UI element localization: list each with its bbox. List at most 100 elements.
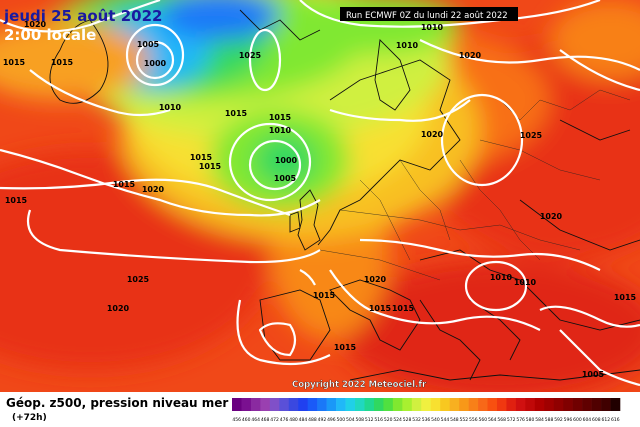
legend-swatch <box>355 398 365 411</box>
legend-label: 580 <box>526 417 535 423</box>
legend-swatch <box>572 398 583 411</box>
legend-label: 504 <box>346 417 355 423</box>
isobar-label: 1010 <box>159 103 182 112</box>
legend-swatch <box>610 398 621 411</box>
legend-swatch <box>421 398 432 411</box>
isobar-label: 1005 <box>582 370 605 379</box>
legend-label: 480 <box>289 417 298 423</box>
legend-swatch <box>317 398 327 411</box>
legend-swatch <box>411 398 422 411</box>
legend-swatch <box>345 398 356 411</box>
isobar-label: 1015 <box>269 113 292 122</box>
isobar-label: 1015 <box>334 343 357 352</box>
legend-label: 564 <box>488 417 497 423</box>
legend-label: 616 <box>611 417 620 423</box>
legend-label: 484 <box>299 417 308 423</box>
legend-swatch <box>250 398 261 411</box>
isobar-label: 1005 <box>274 174 297 183</box>
legend-label: 600 <box>573 417 582 423</box>
legend-swatch <box>373 398 384 411</box>
color-scale-legend: 456 460 464 468 472 476 480 484 488 492 496 500 504 5… <box>232 398 621 423</box>
isobar-label: 1020 <box>107 304 130 313</box>
legend-label: 548 <box>450 417 459 423</box>
legend-label: 568 <box>497 417 506 423</box>
legend-label: 544 <box>441 417 450 423</box>
legend-label: 500 <box>337 417 346 423</box>
legend-swatch <box>525 398 536 411</box>
legend-swatch <box>279 398 290 411</box>
time-title: 2:00 locale <box>4 26 96 44</box>
isobar-label: 1015 <box>392 304 415 313</box>
legend-label: 540 <box>431 417 440 423</box>
legend-label: 584 <box>535 417 544 423</box>
legend-swatch <box>392 398 403 411</box>
legend-label: 492 <box>318 417 327 423</box>
legend-label: 456 <box>232 417 241 423</box>
isobars <box>0 0 640 387</box>
legend-label: 556 <box>469 417 478 423</box>
isobar-label: 1015 <box>199 162 222 171</box>
legend-label: 560 <box>478 417 487 423</box>
legend-label: 576 <box>516 417 525 423</box>
legend-swatch <box>553 398 564 411</box>
isobar-label: 1020 <box>142 185 165 194</box>
legend-label: 516 <box>374 417 383 423</box>
legend-swatch <box>496 398 507 411</box>
isobar-label: 1020 <box>459 51 482 60</box>
isobar-label: 1025 <box>127 275 150 284</box>
isobar-label: 1015 <box>225 109 248 118</box>
legend-label: 464 <box>251 417 260 423</box>
legend-label: 608 <box>592 417 601 423</box>
isobar-label: 1000 <box>144 59 167 68</box>
legend-swatch <box>468 398 479 411</box>
legend-swatch <box>591 398 602 411</box>
legend-swatch <box>506 398 517 411</box>
legend-label: 488 <box>308 417 317 423</box>
legend-label: 520 <box>384 417 393 423</box>
isobar-label: 1010 <box>421 23 444 32</box>
isobar-label: 1010 <box>490 273 513 282</box>
isobar-label: 1010 <box>396 41 419 50</box>
legend-swatch <box>440 398 450 411</box>
run-label: Run ECMWF 0Z du lundi 22 août 2022 <box>346 11 508 21</box>
legend-label: 512 <box>365 417 374 423</box>
legend-label: 496 <box>327 417 336 423</box>
isobar-label: 1015 <box>190 153 213 162</box>
legend-swatch <box>260 398 271 411</box>
isobar-label: 1010 <box>514 278 537 287</box>
legend-swatch <box>288 398 299 411</box>
legend-swatch <box>307 398 318 411</box>
legend-swatch <box>383 398 394 411</box>
date-title: jeudi 25 août 2022 <box>3 7 162 25</box>
isobar-label: 1015 <box>3 58 26 67</box>
legend-label: 528 <box>403 417 412 423</box>
isobar-label: 1020 <box>540 212 563 221</box>
legend-label: 532 <box>412 417 421 423</box>
legend-label: 612 <box>602 417 611 423</box>
legend-label: 508 <box>355 417 364 423</box>
legend-swatch <box>601 398 611 411</box>
isobar-label: 1015 <box>313 291 336 300</box>
legend-label: 468 <box>261 417 270 423</box>
isobar-label: 1015 <box>5 196 28 205</box>
isobar-label: 1015 <box>369 304 392 313</box>
legend-swatch <box>449 398 460 411</box>
legend-label: 596 <box>564 417 573 423</box>
legend-swatch <box>487 398 498 411</box>
legend-swatch <box>478 398 488 411</box>
isobar-label: 1010 <box>269 126 292 135</box>
isobar-label: 1020 <box>364 275 387 284</box>
legend-label: 524 <box>393 417 402 423</box>
legend-swatch <box>459 398 469 411</box>
isobar-label: 1015 <box>113 180 136 189</box>
isobar-label: 1025 <box>239 51 262 60</box>
isobar-label: 1025 <box>520 131 543 140</box>
legend-label: 592 <box>554 417 563 423</box>
isobar-label: 1015 <box>51 58 74 67</box>
legend-swatch <box>241 398 252 411</box>
isobar-label: 1020 <box>421 130 444 139</box>
legend-swatch <box>544 398 555 411</box>
legend-label: 604 <box>583 417 592 423</box>
legend-label: 472 <box>270 417 279 423</box>
